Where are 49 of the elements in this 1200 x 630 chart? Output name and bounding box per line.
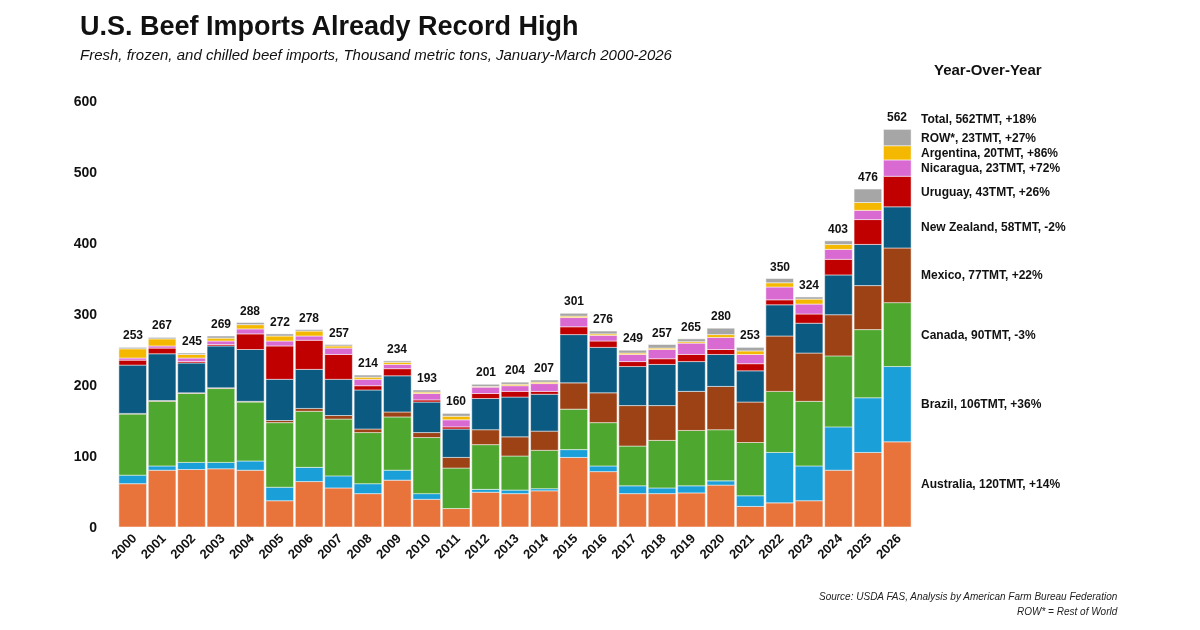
total-label: 267 xyxy=(152,318,173,332)
total-label: 160 xyxy=(446,394,467,408)
y-tick-label: 100 xyxy=(73,447,98,464)
chart-title: U.S. Beef Imports Already Record High xyxy=(80,11,579,41)
series-label: Argentina, 20TMT, +86% xyxy=(921,146,1059,160)
series-label: Australia, 120TMT, +14% xyxy=(921,477,1061,491)
y-tick-label: 500 xyxy=(73,163,98,180)
y-tick-label: 600 xyxy=(73,92,98,109)
series-label: Mexico, 77TMT, +22% xyxy=(921,268,1044,282)
total-label: 276 xyxy=(593,312,614,326)
total-label: 278 xyxy=(299,311,320,325)
total-label: 288 xyxy=(240,304,261,318)
series-label: New Zealand, 58TMT, -2% xyxy=(921,220,1067,234)
total-label: 234 xyxy=(387,342,408,356)
total-label: 193 xyxy=(417,371,438,385)
y-tick-label: 300 xyxy=(73,305,98,322)
total-label: 301 xyxy=(564,294,585,308)
total-label: 204 xyxy=(505,363,526,377)
total-label: 257 xyxy=(329,326,350,340)
total-label: 350 xyxy=(770,260,791,274)
total-label: 280 xyxy=(711,309,732,323)
total-label: 403 xyxy=(828,222,849,236)
total-label: 265 xyxy=(681,320,702,334)
total-label: 253 xyxy=(123,328,144,342)
total-label: 214 xyxy=(358,356,379,370)
total-label: 245 xyxy=(182,334,203,348)
series-label: Uruguay, 43TMT, +26% xyxy=(921,185,1051,199)
series-label: Nicaragua, 23TMT, +72% xyxy=(921,161,1061,175)
total-label: 476 xyxy=(858,170,879,184)
annotation: Total, 562TMT, +18% xyxy=(921,112,1037,126)
total-label: 269 xyxy=(211,317,232,331)
y-tick-label: 200 xyxy=(73,376,98,393)
total-label: 272 xyxy=(270,315,291,329)
series-label: Canada, 90TMT, -3% xyxy=(921,328,1037,342)
total-label: 249 xyxy=(623,331,644,345)
source-note: Source: USDA FAS, Analysis by American Farm Bureau Federation xyxy=(819,591,1118,602)
total-label: 207 xyxy=(534,361,555,375)
total-label: 324 xyxy=(799,278,820,292)
total-label: 257 xyxy=(652,326,673,340)
series-label: Brazil, 106TMT, +36% xyxy=(921,397,1042,411)
total-label: 201 xyxy=(476,365,497,379)
total-label: 562 xyxy=(887,110,908,124)
y-tick-label: 400 xyxy=(73,234,98,251)
chart-subtitle: Fresh, frozen, and chilled beef imports, Thousand metric tons, January-March 2000-2026 xyxy=(80,46,673,63)
y-tick-label: 0 xyxy=(89,518,98,535)
legend-title: Year-Over-Year xyxy=(934,61,1042,78)
series-label: ROW*, 23TMT, +27% xyxy=(921,131,1037,145)
total-label: 253 xyxy=(740,328,761,342)
text: ROW* = Rest of World xyxy=(1017,606,1118,617)
